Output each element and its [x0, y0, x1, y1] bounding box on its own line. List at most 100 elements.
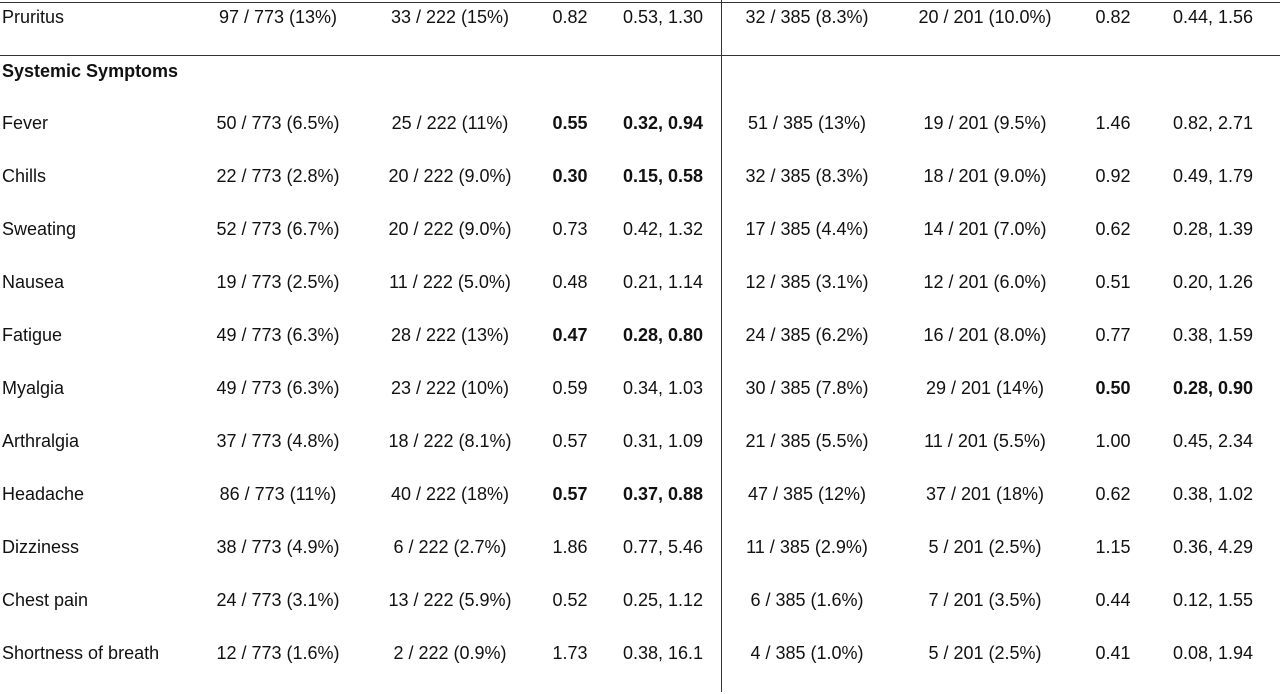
table-cell: 0.42, 1.32: [622, 219, 704, 239]
table-cell: 0.41: [1095, 643, 1131, 663]
table-cell: 0.44, 1.56: [1172, 7, 1254, 27]
table-cell: 0.37, 0.88: [622, 484, 704, 504]
table-cell: 50 / 773 (6.5%): [216, 113, 340, 133]
table-cell: 0.36, 4.29: [1172, 537, 1254, 557]
table-cell: 1.46: [1095, 113, 1131, 133]
table-cell: 0.44: [1095, 590, 1131, 610]
row-label: Chest pain: [2, 590, 89, 610]
table-cell: 13 / 222 (5.9%): [388, 590, 512, 610]
table-cell: 0.57: [552, 431, 588, 451]
table-cell: 0.59: [552, 378, 588, 398]
table-cell: 1.15: [1095, 537, 1131, 557]
table-cell: 0.73: [552, 219, 588, 239]
table-cell: 0.48: [552, 272, 588, 292]
table-cell: 4 / 385 (1.0%): [750, 643, 864, 663]
table-cell: 5 / 201 (2.5%): [928, 643, 1042, 663]
table-cell: 29 / 201 (14%): [925, 378, 1045, 398]
table-cell: 33 / 222 (15%): [390, 7, 510, 27]
table-cell: 7 / 201 (3.5%): [928, 590, 1042, 610]
table-cell: 21 / 385 (5.5%): [745, 431, 869, 451]
row-label: Arthralgia: [2, 431, 80, 451]
table-cell: 0.20, 1.26: [1172, 272, 1254, 292]
row-label: Shortness of breath: [2, 643, 160, 663]
table-cell: 24 / 385 (6.2%): [745, 325, 869, 345]
table-cell: 49 / 773 (6.3%): [216, 378, 340, 398]
table-cell: 0.57: [552, 484, 588, 504]
table-cell: 20 / 222 (9.0%): [388, 219, 512, 239]
table-cell: 47 / 385 (12%): [747, 484, 867, 504]
table-cell: 11 / 201 (5.5%): [924, 431, 1046, 451]
table-cell: 28 / 222 (13%): [390, 325, 510, 345]
rule: [0, 55, 1280, 56]
table-cell: 0.47: [552, 325, 588, 345]
row-label: Fever: [2, 113, 49, 133]
table-cell: 40 / 222 (18%): [390, 484, 510, 504]
table-cell: 11 / 222 (5.0%): [389, 272, 511, 292]
table-cell: 0.92: [1095, 166, 1131, 186]
table-cell: 0.38, 1.02: [1172, 484, 1254, 504]
table-cell: 0.28, 1.39: [1172, 219, 1254, 239]
table-cell: 20 / 222 (9.0%): [388, 166, 512, 186]
table-cell: 0.45, 2.34: [1172, 431, 1254, 451]
row-label: Sweating: [2, 219, 77, 239]
table-cell: 86 / 773 (11%): [219, 484, 337, 504]
table-cell: 6 / 385 (1.6%): [750, 590, 864, 610]
table-cell: 49 / 773 (6.3%): [216, 325, 340, 345]
table-cell: 2 / 222 (0.9%): [393, 643, 507, 663]
table-cell: 51 / 385 (13%): [747, 113, 867, 133]
table-cell: 22 / 773 (2.8%): [216, 166, 340, 186]
divider: [721, 0, 722, 692]
table-cell: 12 / 773 (1.6%): [216, 643, 340, 663]
table-cell: 0.55: [552, 113, 588, 133]
table-cell: 0.21, 1.14: [622, 272, 704, 292]
table-cell: 25 / 222 (11%): [391, 113, 509, 133]
table-cell: 20 / 201 (10.0%): [918, 7, 1052, 27]
rule: [0, 2, 1280, 3]
table-cell: 0.30: [552, 166, 588, 186]
table-cell: 18 / 222 (8.1%): [388, 431, 512, 451]
table-cell: 19 / 201 (9.5%): [923, 113, 1047, 133]
table-cell: 30 / 385 (7.8%): [745, 378, 869, 398]
table-cell: 18 / 201 (9.0%): [923, 166, 1047, 186]
row-label: Headache: [2, 484, 85, 504]
table-cell: 0.62: [1095, 219, 1131, 239]
table-cell: 0.82: [552, 7, 588, 27]
table-cell: 24 / 773 (3.1%): [216, 590, 340, 610]
table-cell: 0.62: [1095, 484, 1131, 504]
table-cell: 12 / 385 (3.1%): [745, 272, 869, 292]
table-cell: 0.31, 1.09: [622, 431, 704, 451]
table-cell: 37 / 201 (18%): [925, 484, 1045, 504]
table-cell: 0.34, 1.03: [622, 378, 704, 398]
table-cell: 0.32, 0.94: [622, 113, 704, 133]
table-cell: 0.15, 0.58: [622, 166, 704, 186]
table-cell: 5 / 201 (2.5%): [928, 537, 1042, 557]
table-cell: 0.82: [1095, 7, 1131, 27]
table-cell: 0.50: [1095, 378, 1131, 398]
table-cell: 23 / 222 (10%): [390, 378, 510, 398]
table-cell: 38 / 773 (4.9%): [216, 537, 340, 557]
row-label: Fatigue: [2, 325, 63, 345]
table-cell: 12 / 201 (6.0%): [923, 272, 1047, 292]
table-cell: 52 / 773 (6.7%): [216, 219, 340, 239]
table-cell: 32 / 385 (8.3%): [745, 7, 869, 27]
table-cell: 32 / 385 (8.3%): [745, 166, 869, 186]
table-cell: 1.86: [552, 537, 588, 557]
table-cell: 6 / 222 (2.7%): [393, 537, 507, 557]
table-cell: 0.77: [1095, 325, 1131, 345]
table-cell: 19 / 773 (2.5%): [216, 272, 340, 292]
table-cell: 14 / 201 (7.0%): [923, 219, 1047, 239]
table-cell: 37 / 773 (4.8%): [216, 431, 340, 451]
table-cell: 17 / 385 (4.4%): [745, 219, 869, 239]
table-cell: 16 / 201 (8.0%): [923, 325, 1047, 345]
table-cell: 0.53, 1.30: [622, 7, 704, 27]
table-cell: 0.08, 1.94: [1172, 643, 1254, 663]
table-cell: 0.82, 2.71: [1172, 113, 1254, 133]
table-cell: 0.51: [1095, 272, 1131, 292]
table-cell: 0.28, 0.80: [622, 325, 704, 345]
table-cell: 0.49, 1.79: [1172, 166, 1254, 186]
row-label: Dizziness: [2, 537, 80, 557]
table-cell: 11 / 385 (2.9%): [746, 537, 868, 557]
table-cell: 0.28, 0.90: [1172, 378, 1254, 398]
row-label: Myalgia: [2, 378, 65, 398]
